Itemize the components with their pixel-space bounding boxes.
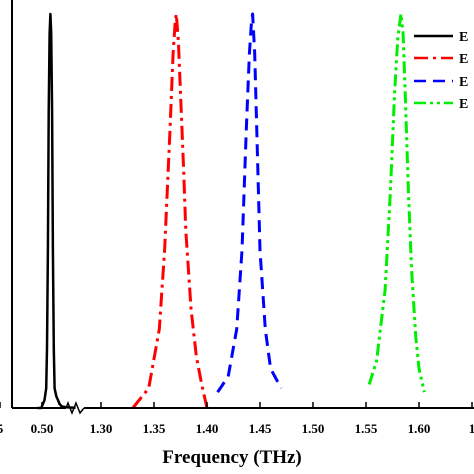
- x-tick-label: 1.50: [302, 421, 325, 436]
- legend-label-3: E: [459, 75, 468, 90]
- x-tick-label: 5: [0, 421, 4, 436]
- series-line-3: [216, 12, 283, 394]
- x-tick-label: 1.45: [249, 421, 272, 436]
- axis-break-mark: [65, 400, 85, 416]
- series-line-2: [131, 12, 209, 409]
- x-tick-label: 1.60: [408, 421, 431, 436]
- series-line-1: [37, 12, 76, 410]
- x-tick-label: 1.30: [90, 421, 113, 436]
- x-tick-label: 0.50: [31, 421, 54, 436]
- x-tick-label: 1.55: [355, 421, 378, 436]
- axis-layer: [11, 0, 474, 416]
- series-layer: [37, 12, 426, 410]
- x-axis-title: Frequency (THz): [162, 447, 302, 468]
- x-tick-label: 1.35: [143, 421, 166, 436]
- legend-label-4: E: [459, 97, 468, 112]
- ticks-layer: 5 0.50 1.30 1.35 1.40 1.45 1.50 1.55 1.60 1: [0, 402, 474, 436]
- legend-label-1: E: [459, 30, 468, 45]
- x-tick-label: 1: [469, 421, 474, 436]
- x-tick-label: 1.40: [196, 421, 219, 436]
- legend-label-2: E: [459, 52, 468, 67]
- series-line-4: [367, 12, 426, 393]
